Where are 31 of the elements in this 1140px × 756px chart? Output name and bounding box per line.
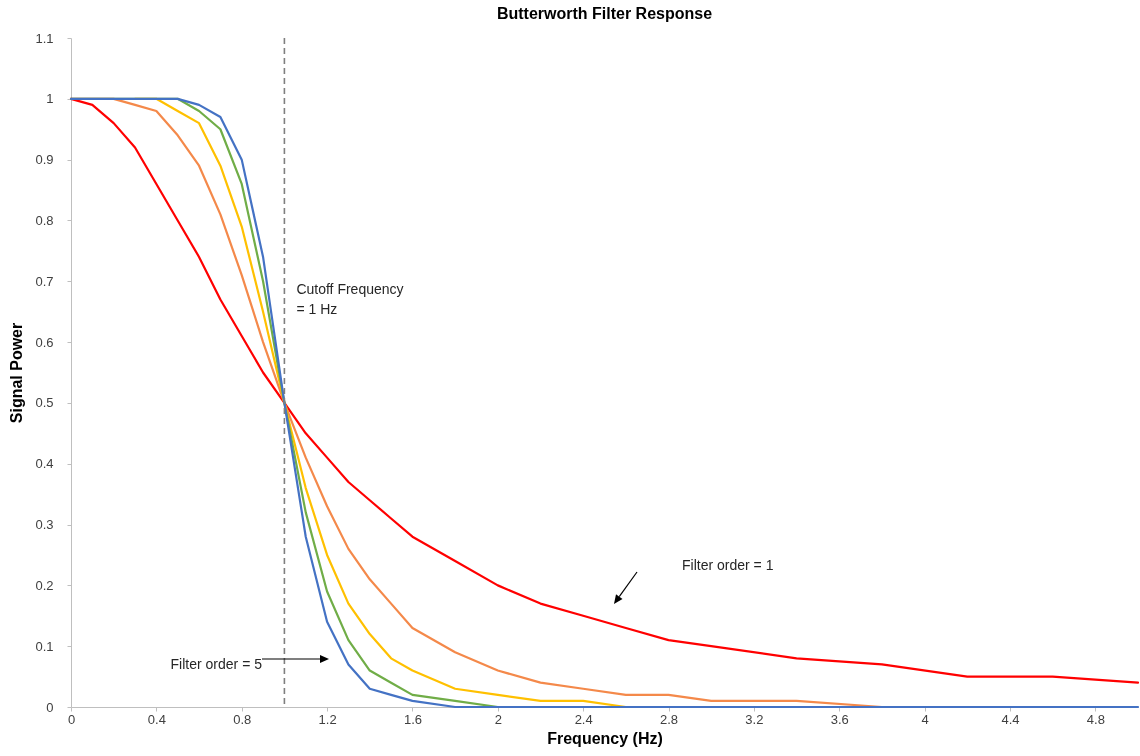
y-tick-label: 0.3 <box>35 517 54 533</box>
y-tick-label: 1 <box>46 91 54 107</box>
y-tick-label: 0.9 <box>35 152 54 168</box>
x-tick-label: 0.4 <box>147 711 166 727</box>
y-tick-label: 0.8 <box>35 212 54 228</box>
x-tick-label: 2.4 <box>574 711 593 727</box>
chart-title: Butterworth Filter Response <box>496 5 713 22</box>
y-axis-title: Signal Power <box>8 322 26 424</box>
x-tick-label: 3.6 <box>830 711 849 727</box>
x-axis-title: Frequency (Hz) <box>547 729 663 747</box>
y-tick-label: 0.7 <box>35 273 54 289</box>
x-tick-label: 4 <box>921 711 929 727</box>
x-tick-label: 4.4 <box>1001 711 1020 727</box>
x-tick-label: 1.2 <box>318 711 337 727</box>
y-tick-label: 0.5 <box>35 395 54 411</box>
y-tick-label: 1.1 <box>35 30 54 46</box>
x-tick-label: 3.2 <box>745 711 764 727</box>
x-tick-label: 0.8 <box>233 711 252 727</box>
y-tick-label: 0.6 <box>35 334 54 350</box>
x-tick-label: 2 <box>494 711 502 727</box>
x-tick-label: 4.8 <box>1086 711 1105 727</box>
x-tick-label: 2.8 <box>659 711 679 727</box>
y-tick-label: 0.1 <box>35 638 54 654</box>
y-tick-label: 0 <box>46 699 54 715</box>
ref-line-label: Cutoff Frequency = 1 Hz <box>296 281 404 317</box>
annotation: Filter order = 5 <box>170 656 263 672</box>
y-tick-label: 0.4 <box>35 456 54 472</box>
x-tick-label: 0 <box>67 711 76 727</box>
y-tick-label: 0.2 <box>35 577 54 593</box>
annotation: Filter order = 1 <box>682 557 774 573</box>
x-tick-label: 1.6 <box>403 711 422 727</box>
